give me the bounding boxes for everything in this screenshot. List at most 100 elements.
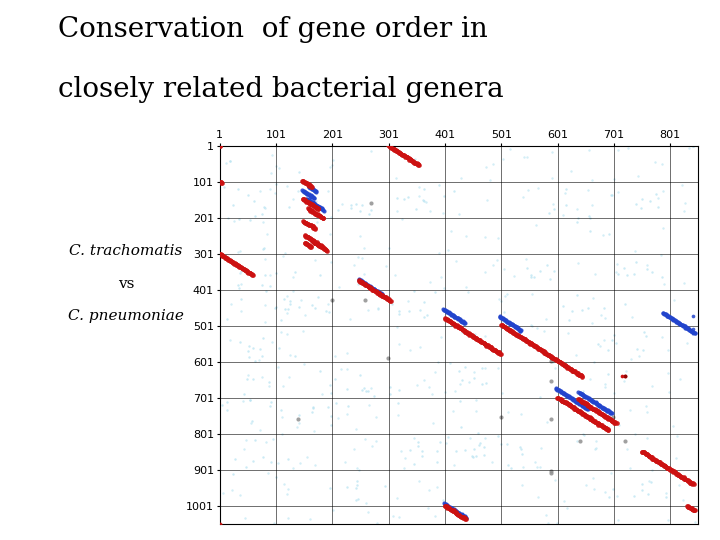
Point [673,319,685,327]
Point [583,394,595,402]
Point [670,454,682,463]
Point [662,463,674,472]
Point [562,328,573,337]
Point [284,297,296,306]
Point [585,374,596,383]
Point [677,322,688,330]
Point [443,503,454,511]
Point [305,235,317,244]
Point [413,161,424,170]
Point [476,338,487,347]
Point [418,298,429,307]
Point [474,337,486,346]
Point [450,447,462,455]
Point [295,296,307,305]
Point [459,446,471,454]
Point [422,504,433,512]
Point [472,429,484,437]
Point [341,410,353,418]
Point [450,509,462,517]
Point [688,327,699,336]
Point [218,183,230,191]
Point [301,189,312,198]
Point [375,289,387,298]
Point [446,504,458,513]
Point [448,461,459,469]
Point [314,242,325,251]
Point [534,267,546,276]
Point [446,506,458,515]
Point [359,280,371,288]
Point [385,297,397,306]
Point [686,504,698,513]
Point [526,340,538,349]
Point [515,443,526,452]
Point [456,173,467,182]
Point [395,447,407,455]
Point [341,482,353,491]
Point [539,349,550,357]
Point [306,183,318,191]
Point [315,241,326,249]
Point [459,363,471,372]
Point [379,292,391,301]
Point [680,474,691,483]
Point [454,316,466,325]
Point [564,393,576,402]
Point [351,496,362,504]
Point [570,367,581,376]
Point [301,239,312,248]
Point [233,281,244,289]
Point [518,335,530,344]
Point [493,294,505,303]
Point [359,384,370,393]
Point [486,344,498,353]
Point [500,323,512,332]
Point [564,400,575,409]
Point [498,322,509,331]
Point [300,232,311,240]
Point [454,510,465,519]
Point [580,411,591,420]
Point [318,206,330,215]
Point [257,245,269,253]
Point [283,514,294,522]
Point [247,271,258,279]
Point [368,284,379,293]
Point [300,196,311,205]
Point [243,353,255,361]
Point [479,233,490,241]
Point [300,188,311,197]
Point [390,173,401,182]
Point [443,503,454,512]
Point [685,327,697,335]
Point [303,233,315,242]
Point [214,142,225,151]
Point [509,322,521,330]
Point [473,335,485,344]
Point [230,260,242,269]
Point [553,394,564,402]
Point [503,318,515,327]
Point [327,156,338,164]
Point [599,382,611,391]
Point [441,501,453,510]
Point [447,311,459,320]
Point [305,184,316,192]
Point [577,409,588,418]
Point [453,322,464,331]
Point [665,314,677,322]
Point [674,320,685,328]
Point [504,144,516,153]
Point [657,461,669,469]
Point [456,511,468,519]
Point [298,218,310,226]
Point [354,206,366,215]
Point [672,470,683,479]
Point [519,336,531,345]
Point [371,287,382,295]
Point [457,513,469,522]
Point [276,413,287,421]
Point [371,518,382,527]
Point [435,332,446,341]
